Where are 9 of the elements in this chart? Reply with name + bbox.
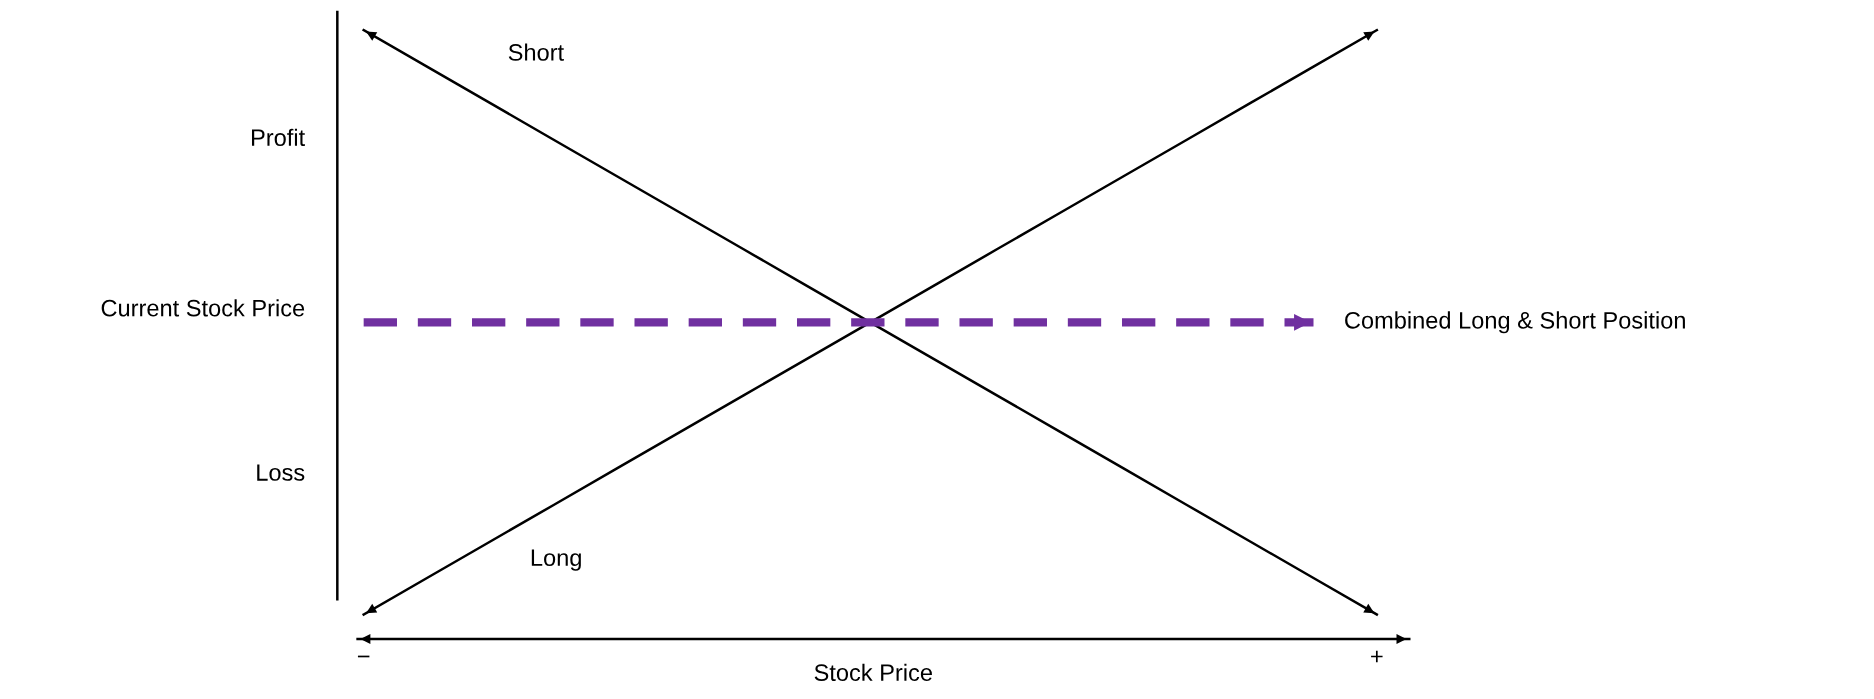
x-tick-label: − <box>357 655 370 658</box>
text: Loss <box>257 464 305 481</box>
x-tick-label: + <box>1371 650 1383 663</box>
series-label: Short <box>508 43 564 61</box>
x-axis-title: Stock Price <box>814 663 932 682</box>
series-label: Long <box>531 549 581 571</box>
text: Current Stock Price <box>101 299 305 317</box>
legend-label: Combined Long & Short Position <box>1345 311 1685 334</box>
text: Profit <box>251 128 305 147</box>
